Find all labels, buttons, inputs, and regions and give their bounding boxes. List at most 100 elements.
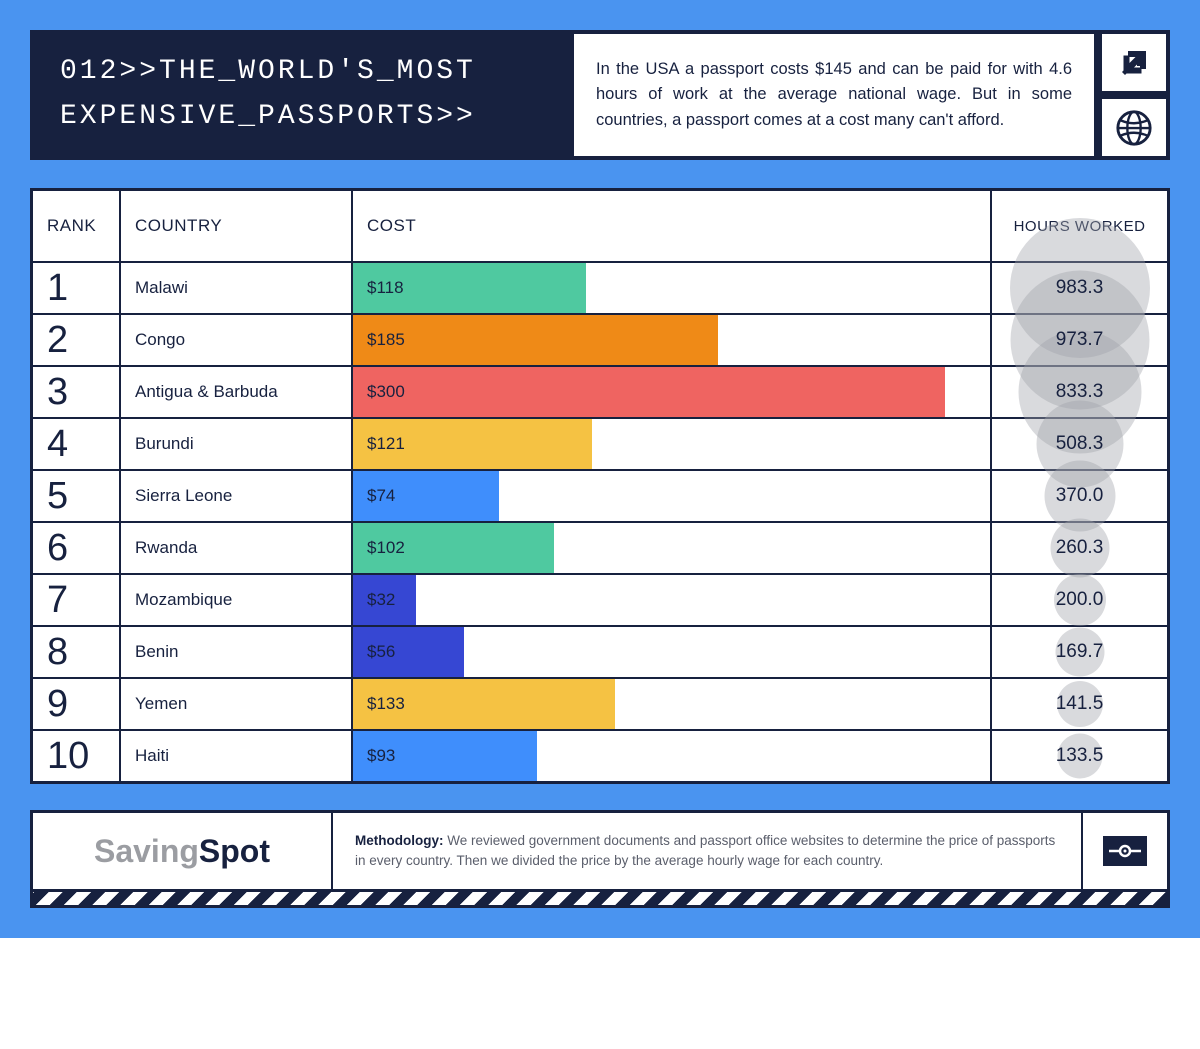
hours-cell: 200.0 [992, 575, 1167, 625]
hours-value: 133.5 [1056, 745, 1104, 767]
rank-cell: 5 [33, 471, 121, 521]
country-name: Benin [135, 642, 178, 662]
cost-label: $300 [367, 382, 405, 402]
col-header-country: COUNTRY [121, 191, 353, 261]
rank-cell: 1 [33, 263, 121, 313]
title-line-2: EXPENSIVE_PASSPORTS>> [60, 95, 540, 140]
hours-cell: 983.3 [992, 263, 1167, 313]
hours-value: 141.5 [1056, 693, 1104, 715]
cost-label: $32 [367, 590, 395, 610]
cost-bar: $118 [353, 263, 586, 313]
description-text: In the USA a passport costs $145 and can… [596, 57, 1072, 134]
cost-label: $133 [367, 694, 405, 714]
table-header-row: RANK COUNTRY COST HOURS WORKED [33, 191, 1167, 261]
hours-cell: 169.7 [992, 627, 1167, 677]
cost-label: $118 [367, 278, 404, 298]
cost-bar: $121 [353, 419, 592, 469]
country-cell: Benin [121, 627, 353, 677]
hours-value: 169.7 [1056, 641, 1104, 663]
cost-label: $185 [367, 330, 405, 350]
cost-cell: $118 [353, 263, 992, 313]
hours-cell: 973.7 [992, 315, 1167, 365]
rank-cell: 3 [33, 367, 121, 417]
hours-cell: 370.0 [992, 471, 1167, 521]
rank-value: 6 [47, 527, 68, 570]
rank-value: 8 [47, 631, 68, 674]
country-cell: Congo [121, 315, 353, 365]
cost-bar: $102 [353, 523, 554, 573]
header: 012>>THE_WORLD'S_MOST EXPENSIVE_PASSPORT… [30, 30, 1170, 160]
hours-cell: 133.5 [992, 731, 1167, 781]
rank-cell: 7 [33, 575, 121, 625]
hours-value: 973.7 [1056, 329, 1104, 351]
cost-label: $56 [367, 642, 395, 662]
cost-cell: $93 [353, 731, 992, 781]
title-block: 012>>THE_WORLD'S_MOST EXPENSIVE_PASSPORT… [30, 30, 570, 160]
cost-label: $93 [367, 746, 395, 766]
table-row: 8 Benin $56 169.7 [33, 625, 1167, 677]
country-cell: Malawi [121, 263, 353, 313]
hours-cell: 833.3 [992, 367, 1167, 417]
cost-label: $102 [367, 538, 405, 558]
cost-cell: $133 [353, 679, 992, 729]
hours-value: 260.3 [1056, 537, 1104, 559]
hours-value: 508.3 [1056, 433, 1104, 455]
rank-value: 5 [47, 475, 68, 518]
rank-value: 7 [47, 579, 68, 622]
table-row: 6 Rwanda $102 260.3 [33, 521, 1167, 573]
footer-stripes [30, 892, 1170, 908]
cost-bar: $93 [353, 731, 537, 781]
hours-value: 833.3 [1056, 381, 1104, 403]
rank-value: 9 [47, 683, 68, 726]
rank-cell: 10 [33, 731, 121, 781]
country-name: Congo [135, 330, 185, 350]
table-row: 5 Sierra Leone $74 370.0 [33, 469, 1167, 521]
table-row: 1Malawi $118 983.3 [33, 261, 1167, 313]
globe-icon [1098, 95, 1170, 160]
country-cell: Mozambique [121, 575, 353, 625]
logo-right: Spot [199, 833, 270, 870]
title-line-1: 012>>THE_WORLD'S_MOST [60, 50, 540, 95]
rank-cell: 4 [33, 419, 121, 469]
cost-bar: $133 [353, 679, 615, 729]
cost-cell: $74 [353, 471, 992, 521]
table-row: 2 Congo $185 973.7 [33, 313, 1167, 365]
table-row: 9 Yemen $133 141.5 [33, 677, 1167, 729]
country-name: Haiti [135, 746, 169, 766]
table-row: 4 Burundi $121 508.3 [33, 417, 1167, 469]
methodology-label: Methodology: [355, 833, 443, 848]
country-cell: Sierra Leone [121, 471, 353, 521]
cost-label: $121 [367, 434, 405, 454]
country-cell: Yemen [121, 679, 353, 729]
passport-table: RANK COUNTRY COST HOURS WORKED 1Malawi $1… [30, 188, 1170, 784]
rank-value: 3 [47, 371, 68, 414]
rank-cell: 6 [33, 523, 121, 573]
country-name: Yemen [135, 694, 187, 714]
country-name: Mozambique [135, 590, 232, 610]
table-row: 10 Haiti $93 133.5 [33, 729, 1167, 781]
rank-cell: 2 [33, 315, 121, 365]
country-cell: Rwanda [121, 523, 353, 573]
hours-value: 370.0 [1056, 485, 1104, 507]
cost-cell: $300 [353, 367, 992, 417]
hours-value: 200.0 [1056, 589, 1104, 611]
rank-cell: 9 [33, 679, 121, 729]
cost-bar: $185 [353, 315, 718, 365]
header-icons [1098, 30, 1170, 160]
country-cell: Haiti [121, 731, 353, 781]
country-cell: Antigua & Barbuda [121, 367, 353, 417]
country-name: Burundi [135, 434, 194, 454]
country-name: Sierra Leone [135, 486, 232, 506]
cost-cell: $102 [353, 523, 992, 573]
cost-cell: $32 [353, 575, 992, 625]
rank-value: 10 [47, 735, 89, 778]
rank-value: 4 [47, 423, 68, 466]
hours-cell: 260.3 [992, 523, 1167, 573]
rank-cell: 8 [33, 627, 121, 677]
cost-cell: $185 [353, 315, 992, 365]
arrow-up-right-icon [1098, 30, 1170, 95]
infographic-page: 012>>THE_WORLD'S_MOST EXPENSIVE_PASSPORT… [0, 0, 1200, 938]
hours-cell: 141.5 [992, 679, 1167, 729]
col-header-cost: COST [353, 191, 992, 261]
col-header-rank: RANK [33, 191, 121, 261]
